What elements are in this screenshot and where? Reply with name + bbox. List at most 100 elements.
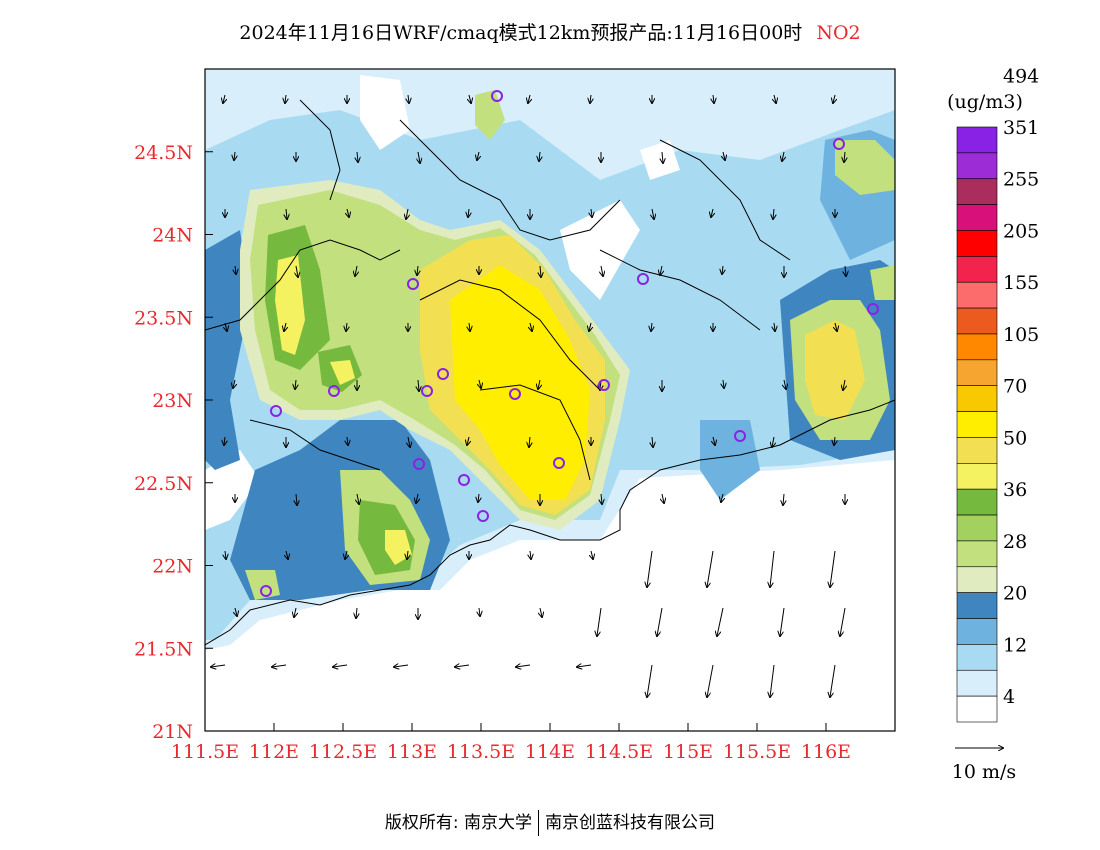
- wind-arrow: [538, 379, 540, 389]
- monitoring-sites: [260, 90, 879, 597]
- colorbar-label: 50: [1003, 427, 1027, 449]
- wind-arrow: [591, 550, 593, 559]
- wind-arrow: [770, 664, 775, 697]
- wind-arrow: [707, 664, 714, 697]
- wind-arrow: [722, 265, 723, 274]
- latitude-axis: 24.5N 24N 23.5N 23N 22.5N 22N 21.5N 21N: [134, 142, 213, 743]
- wind-arrow: [467, 436, 469, 445]
- wind-arrow: [834, 436, 835, 445]
- wind-arrow: [530, 550, 531, 559]
- wind-arrow: [417, 265, 418, 275]
- monitoring-site-marker: [270, 405, 282, 417]
- colorbar-label: 4: [1003, 686, 1015, 708]
- monitoring-site-marker: [867, 303, 879, 315]
- lon-label: 113.5E: [447, 741, 515, 763]
- colorbar-segment: [956, 618, 998, 645]
- wind-arrow: [479, 379, 481, 388]
- colorbar-segment: [956, 488, 998, 516]
- wind-arrow: [418, 151, 420, 163]
- wind-arrow: [468, 208, 469, 217]
- wind-arrow: [418, 379, 419, 391]
- wind-arrow: [601, 265, 603, 276]
- wind-arrow: [770, 550, 775, 587]
- wind-arrow: [347, 208, 349, 217]
- wind-arrow: [784, 379, 786, 389]
- wind-arrow: [651, 322, 652, 331]
- colorbar-segment: [956, 695, 998, 723]
- colorbar-label: 155: [1003, 272, 1039, 294]
- colorbar-label: 351: [1003, 117, 1039, 139]
- wind-arrow: [713, 94, 714, 103]
- wind-arrow: [601, 493, 602, 504]
- pollutant-label: NO2: [816, 22, 861, 44]
- monitoring-site-marker: [833, 138, 845, 150]
- colorbar-segment: [956, 307, 998, 335]
- lat-label: 24N: [152, 225, 193, 247]
- colorbar-segment: [956, 230, 998, 257]
- wind-arrow: [590, 94, 591, 103]
- colorbar-label: 28: [1003, 531, 1027, 553]
- wind-arrow: [540, 607, 542, 617]
- wind-arrow: [713, 436, 715, 445]
- colorbar: 4 12 20 28 36 50 70 105 155 205 255 351 494: [956, 65, 1039, 723]
- footer-separator: [538, 810, 540, 836]
- wind-arrow: [469, 94, 471, 103]
- wind-arrow: [296, 265, 298, 277]
- lat-label: 22N: [152, 556, 193, 578]
- colorbar-label: 255: [1003, 169, 1039, 191]
- wind-arrow: [783, 493, 784, 505]
- wind-arrow: [589, 322, 591, 331]
- wind-arrow: [723, 151, 725, 160]
- wind-arrow: [711, 208, 713, 217]
- colorbar-label: 20: [1003, 583, 1027, 605]
- wind-arrow: [272, 665, 287, 667]
- monitoring-site-marker: [437, 368, 449, 380]
- map-title: 2024年11月16日WRF/cmaq模式12km预报产品:11月16日00时 N…: [0, 18, 1100, 45]
- monitoring-site-marker: [553, 457, 565, 469]
- wind-arrow: [477, 151, 479, 160]
- title-main: 2024年11月16日WRF/cmaq模式12km预报产品:11月16日00时: [239, 22, 803, 44]
- colorbar-label: 36: [1003, 479, 1027, 501]
- monitoring-site-marker: [407, 278, 419, 290]
- colorbar-segment: [956, 566, 998, 593]
- colorbar-segment: [956, 152, 998, 180]
- lat-label: 21.5N: [134, 638, 193, 660]
- wind-arrow: [408, 436, 410, 447]
- wind-arrow: [660, 265, 662, 275]
- colorbar-segment: [956, 437, 998, 464]
- copyright-footer: 版权所有: 南京大学 南京创蓝科技有限公司: [0, 808, 1100, 836]
- wind-vectors: [211, 94, 846, 697]
- colorbar-label: 494: [1003, 65, 1039, 87]
- wind-arrow: [528, 94, 530, 103]
- wind-arrow: [530, 322, 532, 331]
- lon-label: 115E: [663, 741, 713, 763]
- monitoring-site-marker: [260, 585, 272, 597]
- lon-label: 116E: [801, 741, 851, 763]
- wind-arrow: [356, 607, 357, 618]
- wind-arrow: [234, 151, 235, 160]
- wind-arrow: [844, 151, 845, 162]
- wind-arrow: [657, 607, 663, 636]
- wind-arrow: [597, 607, 602, 636]
- colorbar-segment: [956, 281, 998, 309]
- colorbar-segment: [956, 385, 998, 412]
- wind-arrow: [233, 379, 235, 388]
- wind-arrow: [833, 94, 835, 103]
- wind-arrow: [235, 607, 237, 616]
- wind-arrow: [721, 493, 723, 502]
- wind-arrow: [840, 607, 846, 636]
- monitoring-site-marker: [458, 474, 470, 486]
- colorbar-label: 12: [1003, 634, 1027, 656]
- wind-arrow: [295, 379, 296, 389]
- colorbar-label: 205: [1003, 220, 1039, 242]
- monitoring-site-marker: [413, 458, 425, 470]
- wind-arrow: [284, 322, 286, 331]
- colorbar-segment: [956, 540, 998, 568]
- wind-arrow: [286, 550, 288, 559]
- wind-arrow: [539, 151, 540, 161]
- colorbar-label: 105: [1003, 324, 1039, 346]
- lon-label: 114.5E: [585, 741, 653, 763]
- colorbar-segment: [956, 592, 998, 619]
- wind-arrow: [782, 151, 784, 161]
- wind-arrow: [296, 493, 297, 505]
